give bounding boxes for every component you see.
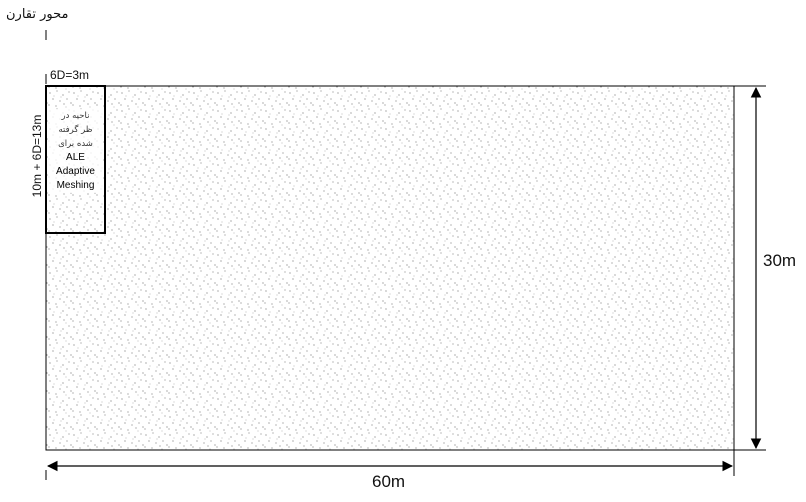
ale-caption-line-6: Meshing xyxy=(56,180,95,191)
ale-region-caption: ناحیه در ظر گرفته شده برای ALE Adaptive … xyxy=(48,109,103,193)
ale-caption-line-3: شده برای xyxy=(58,139,93,149)
height-dimension-label: 30m xyxy=(763,251,797,270)
ale-width-label: 6D=3m xyxy=(50,68,90,82)
ale-caption-line-2: ظر گرفته xyxy=(58,125,93,135)
ale-caption-line-1: ناحیه در xyxy=(61,111,90,121)
symmetry-axis-label: محور تقارن xyxy=(6,7,69,22)
ale-depth-label: 10m + 6D=13m xyxy=(30,114,44,198)
soil-domain xyxy=(45,85,735,451)
ale-caption-line-4: ALE xyxy=(66,152,85,163)
ale-region-box xyxy=(45,85,106,234)
ale-caption-line-5: Adaptive xyxy=(56,166,95,177)
width-dimension-label: 60m xyxy=(372,472,406,491)
